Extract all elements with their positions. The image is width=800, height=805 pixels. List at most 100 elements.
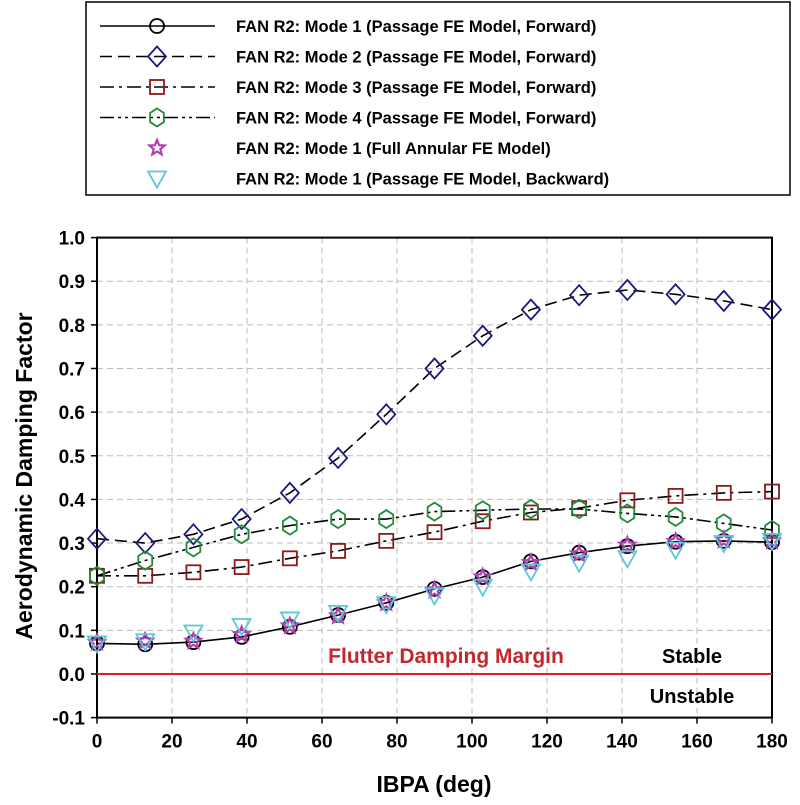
diamond-marker — [231, 507, 252, 531]
diamond-marker — [183, 522, 204, 546]
diamond-marker — [376, 402, 397, 426]
triangle-down-marker — [134, 633, 156, 653]
diamond-marker — [472, 324, 493, 348]
y-tick-label: 0.9 — [59, 272, 85, 293]
diamond-marker — [713, 289, 734, 313]
series-line — [96, 289, 773, 544]
square-marker — [667, 488, 684, 504]
x-tick-label: 160 — [681, 732, 713, 753]
y-tick-label: 0.5 — [59, 447, 86, 468]
annotation-unstable: Unstable — [650, 686, 734, 708]
legend-label: FAN R2: Mode 1 (Passage FE Model, Forwar… — [236, 18, 596, 36]
x-tick-label: 100 — [456, 732, 488, 753]
x-tick-label: 20 — [161, 732, 182, 753]
triangle-down-marker — [665, 541, 687, 561]
triangle-down-marker — [472, 578, 494, 598]
triangle-down-marker — [375, 596, 397, 615]
hexagon-marker — [137, 550, 154, 571]
diamond-marker — [327, 446, 349, 470]
square-marker — [233, 559, 250, 575]
square-marker — [426, 524, 443, 541]
x-tick-label: 180 — [756, 732, 788, 753]
star-marker — [375, 591, 397, 612]
triangle-down-marker — [761, 532, 783, 552]
star-marker — [472, 566, 494, 587]
x-tick-label: 140 — [606, 732, 638, 753]
hexagon-marker — [523, 498, 539, 520]
axes: 0 20 40 60 80 100 120 140 160 180 -0.1 0.0 0.1 0.2 0.3… — [52, 229, 788, 753]
diamond-marker — [761, 298, 783, 321]
star-marker — [231, 623, 252, 644]
y-tick-label: 0.8 — [59, 316, 85, 337]
triangle-down-marker — [146, 170, 168, 190]
legend-label: FAN R2: Mode 1 (Passage FE Model, Backwa… — [236, 171, 609, 189]
hexagon-marker — [426, 501, 443, 522]
legend-box — [85, 1, 791, 196]
star-marker — [568, 543, 590, 563]
hexagon-marker — [281, 515, 298, 536]
series-line — [97, 490, 773, 577]
diamond-marker — [665, 282, 686, 306]
y-tick-label: 0.1 — [59, 621, 86, 642]
x-tick-label: 80 — [386, 732, 407, 753]
triangle-down-marker — [616, 550, 638, 570]
diamond-marker — [424, 357, 445, 380]
circle-marker — [149, 18, 165, 34]
x-tick-label: 60 — [311, 732, 332, 753]
series-line — [96, 508, 773, 577]
hexagon-marker — [233, 524, 250, 545]
hexagon-marker — [474, 500, 491, 521]
star-marker — [182, 630, 204, 651]
triangle-down-marker — [423, 587, 446, 607]
triangle-down-marker — [520, 563, 542, 583]
circle-marker — [233, 628, 250, 645]
legend-label: FAN R2: Mode 3 (Passage FE Model, Forwar… — [236, 79, 596, 97]
legend-label: FAN R2: Mode 1 (Full Annular FE Model) — [236, 140, 551, 158]
y-tick-label: 0.0 — [59, 665, 85, 686]
triangle-down-marker — [86, 635, 108, 655]
hexagon-marker — [378, 509, 395, 530]
diamond-marker — [86, 527, 108, 551]
series-4 — [89, 498, 780, 586]
square-marker — [619, 492, 636, 509]
y-tick-label: 1.0 — [59, 229, 85, 250]
triangle-down-marker — [182, 624, 204, 644]
square-marker — [715, 484, 732, 501]
y-tick-label: 0.7 — [59, 360, 85, 381]
hexagon-marker — [715, 513, 732, 534]
plot-frame — [96, 236, 773, 719]
diamond-marker — [617, 278, 638, 302]
star-marker — [520, 551, 542, 572]
triangle-down-marker — [327, 604, 349, 624]
hexagon-marker — [185, 537, 202, 558]
diamond-marker — [279, 481, 301, 505]
hexagon-marker — [89, 565, 105, 586]
triangle-down-marker — [231, 618, 253, 637]
legend-label: FAN R2: Mode 4 (Passage FE Model, Forwar… — [236, 110, 596, 128]
y-tick-label: 0.3 — [59, 534, 85, 555]
hexagon-marker — [619, 503, 636, 524]
square-marker — [149, 79, 165, 95]
star-marker — [146, 137, 168, 157]
diamond-marker — [135, 531, 156, 555]
square-marker — [764, 483, 780, 500]
series-group — [86, 278, 783, 655]
series-2 — [86, 278, 783, 555]
x-tick-label: 0 — [92, 732, 103, 753]
star-marker — [665, 530, 687, 551]
square-marker — [185, 564, 202, 581]
x-axis-label: IBPA (deg) — [377, 771, 492, 797]
square-marker — [281, 550, 298, 567]
y-tick-label: 0.6 — [59, 403, 85, 424]
hexagon-marker — [330, 509, 346, 530]
legend-label: FAN R2: Mode 2 (Passage FE Model, Forwar… — [236, 49, 596, 67]
series-6 — [86, 532, 783, 655]
diamond-marker — [146, 45, 168, 68]
hexagon-marker — [667, 506, 684, 527]
y-tick-label: 0.2 — [59, 578, 85, 599]
annotation-flutter-margin: Flutter Damping Margin — [328, 645, 564, 668]
y-tick-label: 0.4 — [59, 490, 86, 511]
x-tick-label: 120 — [531, 732, 563, 753]
square-marker — [474, 513, 491, 530]
